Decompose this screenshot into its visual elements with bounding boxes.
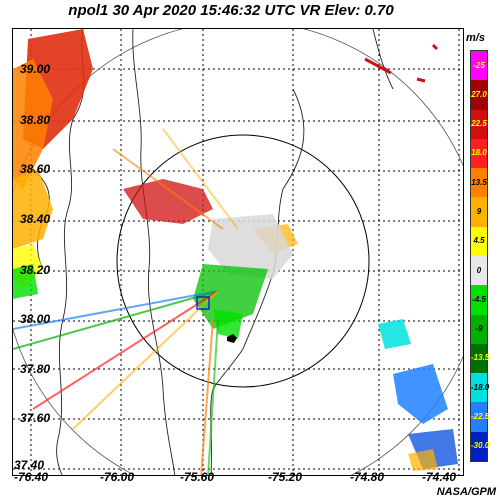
legend-swatch-label: -9	[475, 324, 483, 334]
legend-swatch: 13.5	[471, 168, 487, 198]
legend-swatch: 4.5	[471, 226, 487, 256]
legend-swatch-label: 0	[476, 265, 482, 275]
legend-swatch: 9	[471, 197, 487, 227]
velocity-legend: -25 27.0 22.5 18.0 13.5 9 4.5 0 -4.5 -9 -13.5 -18.0…	[470, 50, 490, 462]
lat-label-38-20: 38.20	[20, 263, 51, 277]
lat-label-37-80: 37.80	[20, 362, 51, 376]
radar-map	[12, 28, 464, 476]
lat-label-37-40: 37.40	[14, 458, 45, 472]
legend-swatch: 22.5	[471, 109, 487, 139]
legend-swatch-label: -30.0	[471, 441, 490, 451]
legend-swatch: -4.5	[471, 285, 487, 315]
legend-swatch: 0	[471, 256, 487, 286]
lon-label-74-80: -74.80	[350, 470, 385, 484]
lon-label-76-00: -76.00	[100, 470, 135, 484]
lon-label-75-20: -75.20	[268, 470, 303, 484]
legend-swatch-label: -13.5	[471, 353, 490, 363]
legend-swatch-label: -25	[473, 60, 485, 70]
plot-title: npol1 30 Apr 2020 15:46:32 UTC VR Elev: …	[68, 2, 394, 19]
legend-swatch-label: 9	[476, 207, 482, 217]
radial-streaks	[13, 128, 239, 475]
land-feature	[227, 334, 237, 343]
radar-svg	[13, 29, 463, 475]
legend-swatch-label: 27.0	[471, 89, 487, 99]
credit-label: NASA/GPM	[436, 486, 496, 498]
lon-label-75-60: -75.60	[180, 470, 215, 484]
lat-label-38-40: 38.40	[20, 212, 51, 226]
legend-swatch-label: 22.5	[471, 119, 487, 129]
legend-swatch: -9	[471, 314, 487, 344]
legend-swatch-label: 4.5	[473, 236, 485, 246]
velocity-echoes-cool	[13, 264, 458, 471]
legend-swatch: 27.0	[471, 80, 487, 110]
legend-swatch: -13.5	[471, 343, 490, 374]
lat-label-37-60: 37.60	[20, 411, 51, 425]
legend-swatch: -22.5	[471, 402, 490, 432]
legend-unit: m/s	[466, 32, 485, 44]
lat-label-39-00: 39.00	[20, 62, 51, 76]
lat-label-38-60: 38.60	[20, 162, 51, 176]
legend-swatch-label: -22.5	[471, 412, 490, 422]
range-ring-inner	[116, 134, 370, 388]
legend-swatch: -30.0	[471, 431, 490, 461]
legend-swatch: -25	[471, 51, 487, 81]
lat-label-38-80: 38.80	[20, 113, 51, 127]
legend-swatch-label: 13.5	[471, 177, 487, 187]
legend-swatch-label: -4.5	[472, 294, 486, 304]
radar-site-marker	[196, 296, 210, 310]
ne-echoes	[364, 43, 439, 83]
legend-swatch-label: 18.0	[471, 148, 487, 158]
lon-label-74-40: -74.40	[422, 470, 457, 484]
velocity-echoes-neutral	[208, 214, 293, 279]
legend-swatch-label: -18.0	[471, 382, 490, 392]
legend-swatch: 18.0	[471, 138, 487, 169]
lat-label-38-00: 38.00	[20, 312, 51, 326]
legend-swatch: -18.0	[471, 373, 490, 403]
lon-label-76-40: -76.40	[14, 470, 49, 484]
